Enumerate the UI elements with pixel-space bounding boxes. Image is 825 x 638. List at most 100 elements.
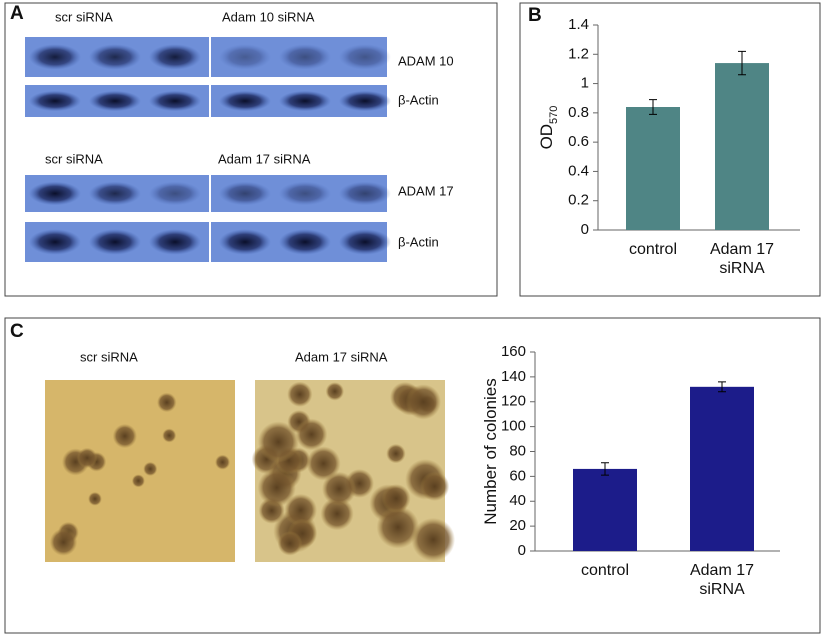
colony	[322, 471, 357, 506]
y-tick-label: 0.6	[568, 133, 589, 150]
y-tick-label: 1	[581, 75, 589, 92]
blot-label: ADAM 10	[398, 53, 454, 68]
colony	[420, 471, 450, 502]
y-tick-label: 120	[501, 393, 526, 410]
colony	[257, 468, 296, 507]
band	[279, 44, 331, 70]
y-tick-label: 60	[509, 467, 526, 484]
panel-frame	[4, 317, 821, 634]
colony	[405, 384, 442, 420]
y-axis-label: OD570	[537, 106, 559, 150]
band	[339, 90, 391, 112]
y-tick-label: 0.2	[568, 192, 589, 209]
blot-label: β-Actin	[398, 234, 439, 249]
y-axis-label-text: OD	[537, 124, 556, 150]
panel-label: B	[528, 5, 542, 26]
colony	[49, 528, 78, 556]
colony	[156, 392, 177, 413]
error-bar	[649, 99, 657, 115]
x-tick-label: control	[628, 241, 678, 258]
band	[29, 229, 81, 255]
y-tick-label: 0	[518, 542, 526, 559]
band	[149, 181, 201, 206]
band	[149, 229, 201, 255]
band	[149, 90, 201, 112]
colony	[112, 423, 138, 449]
y-tick-label: 0.8	[568, 104, 589, 121]
bar	[715, 63, 769, 231]
bar	[573, 468, 637, 551]
colony	[386, 443, 406, 464]
band	[29, 44, 81, 70]
band	[29, 90, 81, 112]
y-axis-label: Number of colonies	[481, 378, 500, 524]
band	[219, 181, 271, 206]
y-tick-label: 20	[509, 517, 526, 534]
y-tick-label: 1.4	[568, 16, 589, 33]
panel-frame	[4, 2, 498, 297]
bar	[626, 107, 680, 230]
band	[219, 229, 271, 255]
blot-title: Adam 10 siRNA	[222, 9, 315, 24]
error-bar	[601, 462, 609, 476]
band	[89, 181, 141, 206]
bar	[690, 386, 754, 551]
band	[339, 181, 391, 206]
y-tick-label: 140	[501, 368, 526, 385]
y-tick-label: 160	[501, 343, 526, 360]
image-title: scr siRNA	[80, 349, 138, 364]
y-tick-label: 1.2	[568, 45, 589, 62]
colony-images	[45, 380, 456, 562]
colony	[381, 484, 411, 513]
band	[279, 229, 331, 255]
y-axis-label-text: Number of colonies	[481, 378, 500, 524]
y-tick-label: 100	[501, 418, 526, 435]
band	[279, 90, 331, 112]
colony	[284, 493, 318, 527]
band	[89, 90, 141, 112]
band	[279, 181, 331, 206]
blot-title: scr siRNA	[55, 9, 113, 24]
band	[219, 44, 271, 70]
x-tick-label: Adam 17 siRNA	[689, 562, 755, 598]
colony	[88, 491, 102, 506]
blots	[25, 37, 391, 262]
blot-title: scr siRNA	[45, 151, 103, 166]
x-tick-label: control	[580, 562, 630, 579]
colony	[325, 382, 345, 401]
y-tick-label: 0	[581, 221, 589, 238]
y-tick-label: 40	[509, 492, 526, 509]
x-tick-label: Adam 17 siRNA	[709, 241, 775, 277]
error-bar	[718, 381, 726, 393]
colony	[376, 505, 420, 549]
error-bar	[738, 50, 746, 76]
colony	[306, 446, 341, 481]
colony	[320, 497, 354, 531]
panel-frame	[519, 2, 821, 297]
blot-title: Adam 17 siRNA	[218, 151, 311, 166]
colony	[215, 454, 231, 470]
y-axis-label-subscript: 570	[548, 106, 560, 124]
colony	[287, 381, 313, 407]
colony	[143, 461, 158, 477]
band	[219, 90, 271, 112]
band	[339, 229, 391, 255]
band	[89, 44, 141, 70]
colony	[162, 428, 177, 443]
image-title: Adam 17 siRNA	[295, 349, 388, 364]
colony	[411, 517, 456, 562]
band	[149, 44, 201, 70]
colony	[131, 474, 145, 488]
band	[339, 44, 391, 70]
colony	[76, 447, 98, 469]
band	[29, 181, 81, 206]
colony	[295, 418, 328, 451]
blot-label: β-Actin	[398, 92, 439, 107]
panel-label: C	[10, 321, 24, 342]
panel-label: A	[10, 3, 24, 24]
colony	[277, 531, 303, 556]
y-tick-label: 80	[509, 442, 526, 459]
blot-label: ADAM 17	[398, 183, 454, 198]
